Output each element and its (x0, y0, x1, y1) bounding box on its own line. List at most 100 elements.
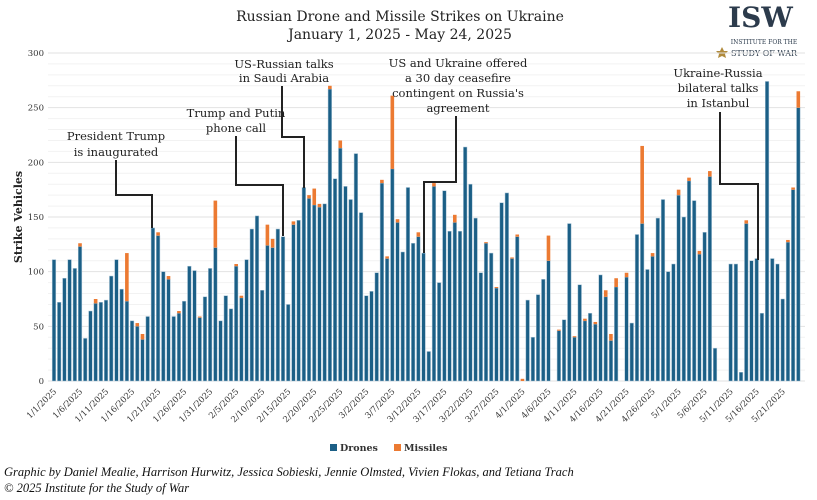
bar-drones (749, 260, 754, 382)
bar-drones (421, 252, 426, 382)
logo-mark: ISW (728, 1, 793, 34)
bar-drones (770, 258, 775, 382)
bar-drones (629, 322, 634, 382)
bar-drones (306, 198, 312, 382)
bar-missiles (614, 278, 618, 287)
bar-drones (88, 310, 93, 382)
annotation-lines (115, 86, 759, 260)
bar-drones (275, 228, 280, 382)
bar-drones (223, 295, 228, 382)
bar-drones (676, 194, 681, 382)
bar-drones (327, 88, 332, 382)
footer-credit: Graphic by Daniel Mealie, Harrison Hurwi… (4, 465, 574, 479)
bar-drones (739, 372, 744, 382)
bar-missiles (78, 243, 82, 247)
bar-drones (697, 253, 702, 382)
bar-drones (67, 259, 72, 382)
legend-label-missiles: Missiles (404, 443, 447, 454)
bar-drones (546, 260, 551, 382)
bar-drones (187, 265, 192, 382)
annotation-line-ceasefire (423, 116, 457, 253)
bar-missiles (416, 232, 421, 237)
bar-drones (296, 220, 301, 382)
bar-drones (624, 276, 629, 382)
bar-drones (640, 223, 645, 382)
bar-drones (437, 282, 442, 382)
bar-missiles (583, 318, 587, 321)
footer-copyright: © 2025 Institute for the Study of War (4, 481, 189, 495)
bar-drones (51, 259, 57, 382)
bar-missiles (125, 253, 129, 302)
bar-drones (338, 147, 343, 382)
bar-drones (359, 212, 364, 382)
bar-drones (712, 347, 718, 382)
bar-drones (655, 217, 660, 382)
bar-drones (260, 290, 265, 382)
logo-line1: INSTITUTE FOR THE (731, 39, 798, 46)
bar-missiles (312, 188, 317, 205)
bar-missiles (270, 238, 275, 248)
bar-drones (541, 279, 546, 382)
bar-missiles (177, 311, 181, 314)
bar-drones (515, 236, 520, 382)
bar-drones (135, 326, 140, 382)
bar-drones (582, 320, 587, 382)
bar-drones (156, 235, 161, 382)
bar-drones (343, 186, 348, 382)
bar-drones (468, 183, 473, 382)
bar-missiles (213, 200, 218, 248)
y-tick-label: 250 (28, 104, 44, 114)
bar-drones (702, 232, 707, 382)
bar-drones (379, 182, 384, 382)
bar-drones (182, 300, 187, 382)
bar-missiles (432, 183, 436, 187)
y-tick-label: 150 (28, 213, 44, 223)
bar-drones (478, 272, 483, 382)
bar-drones (301, 187, 306, 382)
bar-drones (504, 192, 509, 382)
bar-drones (353, 153, 358, 382)
bar-drones (265, 245, 270, 382)
bar-missiles (791, 187, 795, 190)
bar-missiles (697, 250, 702, 255)
bar-drones (614, 286, 619, 382)
y-axis-ticks: 0 50 100 150 200 250 300 (28, 49, 44, 387)
bar-drones (556, 330, 561, 382)
bar-missiles (744, 220, 749, 224)
bar-missiles (140, 333, 145, 340)
bar-missiles (484, 242, 488, 244)
bar-drones (333, 178, 338, 382)
bar-drones (426, 351, 431, 382)
bar-drones (317, 206, 322, 382)
bar-missiles (494, 286, 499, 289)
bar-drones (249, 228, 254, 382)
bar-drones (588, 312, 593, 382)
bar-drones (785, 241, 790, 382)
bar-drones (463, 146, 468, 382)
x-axis-ticks: 1/1/20251/6/20251/11/20251/16/20251/21/2… (25, 387, 788, 425)
bar-missiles (197, 316, 202, 318)
bar-drones (130, 320, 135, 382)
bar-missiles (452, 214, 457, 223)
bar-drones (374, 272, 379, 382)
bar-drones (780, 298, 785, 382)
bar-missiles (624, 272, 629, 278)
bar-missiles (385, 256, 389, 259)
bar-drones (124, 300, 129, 382)
bar-drones (431, 186, 437, 382)
bar-drones (759, 312, 764, 382)
bar-drones (671, 263, 676, 382)
legend-swatch-drones (330, 444, 337, 451)
bar-drones (733, 263, 738, 382)
annotation-ceasefire-l2: a 30 day ceasefire (405, 71, 511, 85)
legend: Drones Missiles (330, 443, 447, 454)
bar-drones (270, 247, 275, 382)
bar-missiles (234, 264, 238, 267)
annotation-istanbul-l3: in Istanbul (687, 96, 750, 110)
bar-drones (280, 236, 286, 382)
bar-drones (171, 316, 176, 382)
bar-missiles (93, 299, 98, 304)
bar-drones (234, 265, 239, 382)
bar-missiles (328, 85, 332, 90)
bar-drones (77, 246, 83, 382)
